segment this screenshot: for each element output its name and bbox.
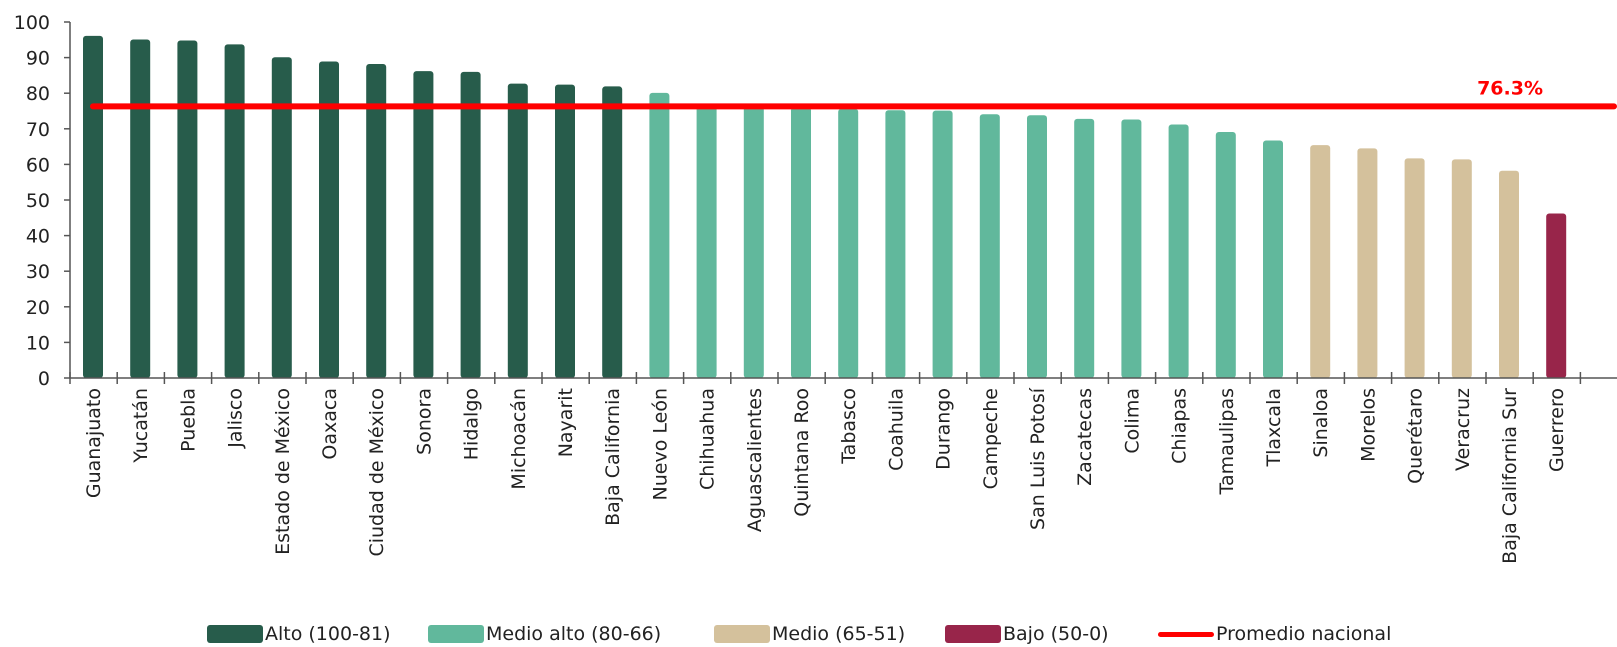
bar [460, 71, 481, 378]
legend-item-bajo: Bajo (50-0) [945, 621, 1109, 647]
y-tick-label: 20 [26, 297, 50, 319]
y-tick-label: 40 [26, 226, 50, 248]
bar [413, 71, 434, 379]
x-tick-label: Colima [1121, 388, 1143, 454]
bar [696, 103, 717, 379]
bar [555, 84, 575, 378]
bar [1215, 132, 1236, 378]
x-tick-label: Oaxaca [319, 388, 341, 460]
bar [1404, 158, 1425, 378]
bar [838, 108, 859, 378]
bar [224, 44, 245, 378]
bar [1263, 140, 1283, 378]
legend: Alto (100-81) Medio alto (80-66) Medio (… [0, 621, 1617, 647]
legend-line-promedio [1158, 631, 1214, 637]
x-tick-label: Sonora [413, 388, 435, 455]
y-tick-label: 100 [14, 12, 50, 34]
y-tick-label: 70 [26, 119, 50, 141]
x-tick-label: San Luis Potosí [1027, 387, 1049, 530]
y-tick-label: 90 [26, 48, 50, 70]
x-tick-label: Aguascalientes [744, 388, 766, 532]
y-tick-label: 10 [26, 332, 50, 354]
bar-chart: 0 10 20 30 40 50 60 70 80 90 100 Guanajuato Yucatán… [14, 12, 1617, 564]
bar [366, 64, 387, 379]
legend-item-alto: Alto (100-81) [207, 621, 391, 647]
x-tick-label: Estado de México [272, 388, 294, 555]
bar [177, 40, 198, 379]
legend-item-promedio: Promedio nacional [1158, 621, 1391, 647]
y-tick-label: 0 [38, 368, 50, 390]
bar [1074, 118, 1095, 378]
x-tick-label: Guerrero [1546, 388, 1568, 472]
y-axis: 0 10 20 30 40 50 60 70 80 90 100 [14, 12, 71, 390]
x-tick-label: Puebla [177, 388, 199, 452]
x-tick-label: Querétaro [1405, 388, 1427, 484]
bar [1546, 213, 1567, 378]
x-tick-label: Quintana Roo [791, 388, 813, 517]
x-tick-label: Zacatecas [1074, 388, 1096, 486]
bar [507, 83, 528, 378]
x-tick-label: Ciudad de México [366, 388, 388, 557]
x-tick-label: Tabasco [838, 388, 860, 465]
x-tick-label: Tlaxcala [1263, 388, 1285, 467]
legend-label-alto: Alto (100-81) [265, 623, 391, 645]
x-tick-label: Morelos [1357, 388, 1379, 462]
legend-label-medio-alto: Medio alto (80-66) [486, 623, 662, 645]
x-tick-label: Baja California [602, 388, 624, 526]
x-tick-label: Coahuila [885, 388, 907, 471]
x-tick-label: Nayarit [555, 388, 577, 457]
bar [83, 35, 103, 378]
average-line-group: 76.3% [90, 77, 1617, 110]
x-tick-label: Campeche [980, 388, 1002, 489]
bar [1121, 119, 1142, 378]
bar [791, 107, 811, 379]
y-tick-label: 80 [26, 83, 50, 105]
bar [743, 106, 764, 378]
x-tick-label: Hidalgo [461, 388, 483, 460]
x-tick-label: Sinaloa [1310, 388, 1332, 458]
bar [602, 86, 623, 378]
x-tick-label: Veracruz [1452, 388, 1474, 471]
legend-label-bajo: Bajo (50-0) [1003, 623, 1109, 645]
x-tick-label: Chiapas [1169, 388, 1191, 464]
bars [83, 35, 1567, 379]
x-tick-label: Nuevo León [649, 388, 671, 500]
x-tick-label: Yucatán [130, 388, 152, 464]
bar [979, 114, 1000, 378]
bar [649, 92, 670, 379]
y-tick-label: 30 [26, 261, 50, 283]
legend-label-medio: Medio (65-51) [772, 623, 906, 645]
x-tick-label: Chihuahua [697, 388, 719, 490]
bar [1357, 148, 1378, 378]
bar [271, 57, 292, 379]
bar [885, 110, 906, 379]
x-tick-label: Jalisco [225, 388, 247, 449]
legend-swatch-alto [207, 625, 263, 643]
bar [1451, 159, 1472, 378]
y-tick-label: 50 [26, 190, 50, 212]
bar [319, 61, 339, 379]
bar [1499, 170, 1519, 378]
bar [130, 39, 151, 378]
legend-swatch-medio-alto [428, 625, 484, 643]
legend-swatch-bajo [945, 625, 1001, 643]
x-tick-label: Durango [933, 388, 955, 470]
bar [1310, 145, 1331, 378]
legend-item-medio: Medio (65-51) [714, 621, 905, 647]
bar [1027, 115, 1047, 378]
x-axis: Guanajuato Yucatán Puebla Jalisco Estado de … [69, 372, 1617, 564]
average-label: 76.3% [1477, 77, 1543, 99]
legend-label-promedio: Promedio nacional [1216, 623, 1392, 645]
bar [932, 110, 953, 379]
x-tick-label: Tamaulipas [1216, 388, 1238, 495]
legend-item-medio-alto: Medio alto (80-66) [428, 621, 661, 647]
legend-swatch-medio [714, 625, 770, 643]
bar [1168, 124, 1189, 378]
x-tick-label: Guanajuato [83, 388, 105, 498]
y-tick-label: 60 [26, 154, 50, 176]
x-tick-label: Baja California Sur [1499, 388, 1521, 564]
x-tick-label: Michoacán [508, 388, 530, 490]
